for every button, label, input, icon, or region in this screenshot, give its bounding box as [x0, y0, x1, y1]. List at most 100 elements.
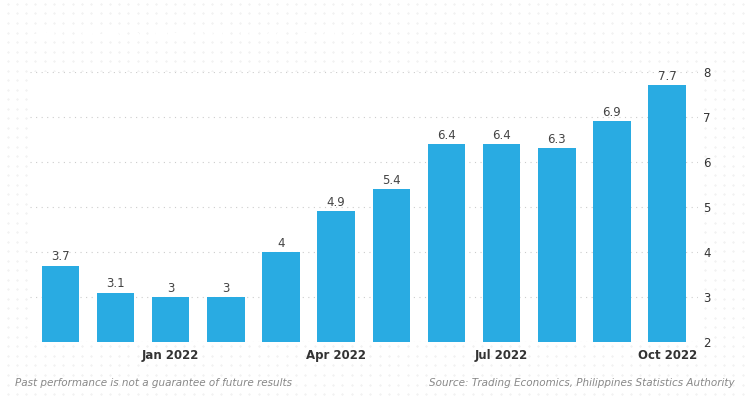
Point — [485, 324, 497, 331]
Point — [374, 39, 386, 45]
Point — [560, 115, 572, 121]
Point — [290, 77, 302, 83]
Point — [671, 277, 683, 283]
Point — [718, 258, 730, 264]
Point — [290, 286, 302, 293]
Point — [215, 267, 227, 273]
Point — [504, 305, 516, 312]
Point — [374, 20, 386, 26]
Point — [458, 86, 470, 93]
Point — [430, 248, 442, 254]
Point — [48, 77, 60, 83]
Point — [476, 315, 488, 321]
Point — [439, 239, 451, 245]
Point — [430, 49, 442, 55]
Point — [272, 134, 284, 140]
Point — [141, 343, 153, 349]
Text: 4: 4 — [278, 237, 285, 250]
Point — [494, 10, 506, 17]
Point — [355, 134, 367, 140]
Point — [513, 315, 525, 321]
Point — [244, 267, 256, 273]
Point — [327, 267, 339, 273]
Point — [160, 105, 172, 112]
Point — [48, 191, 60, 197]
Point — [504, 1, 516, 7]
Point — [290, 67, 302, 74]
Point — [104, 210, 116, 217]
Point — [67, 39, 79, 45]
Point — [560, 324, 572, 331]
Point — [736, 220, 748, 226]
Point — [458, 96, 470, 102]
Point — [215, 334, 227, 340]
Point — [262, 20, 274, 26]
Point — [20, 372, 32, 378]
Point — [262, 10, 274, 17]
Point — [401, 239, 413, 245]
Point — [578, 267, 590, 273]
Point — [308, 29, 320, 36]
Point — [39, 362, 51, 369]
Point — [20, 267, 32, 273]
Point — [178, 353, 190, 359]
Point — [57, 115, 69, 121]
Point — [541, 58, 553, 64]
Point — [448, 181, 460, 188]
Point — [504, 277, 516, 283]
Point — [48, 372, 60, 378]
Point — [215, 29, 227, 36]
Point — [122, 239, 134, 245]
Point — [39, 220, 51, 226]
Point — [411, 362, 423, 369]
Point — [718, 125, 730, 131]
Point — [364, 324, 376, 331]
Point — [299, 324, 311, 331]
Point — [383, 181, 395, 188]
Point — [532, 181, 544, 188]
Point — [616, 362, 628, 369]
Point — [392, 258, 404, 264]
Point — [532, 191, 544, 197]
Point — [10, 372, 22, 378]
Point — [420, 220, 432, 226]
Point — [94, 362, 106, 369]
Point — [290, 391, 302, 397]
Point — [122, 29, 134, 36]
Point — [401, 10, 413, 17]
Point — [20, 144, 32, 150]
Point — [76, 362, 88, 369]
Point — [57, 296, 69, 302]
Point — [392, 229, 404, 236]
Point — [355, 162, 367, 169]
Point — [644, 144, 656, 150]
Point — [308, 49, 320, 55]
Point — [67, 220, 79, 226]
Point — [327, 144, 339, 150]
Point — [401, 372, 413, 378]
Point — [550, 1, 562, 7]
Point — [430, 201, 442, 207]
Point — [541, 49, 553, 55]
Point — [318, 153, 330, 159]
Point — [346, 67, 358, 74]
Point — [541, 353, 553, 359]
Point — [569, 115, 581, 121]
Point — [169, 58, 181, 64]
Point — [272, 201, 284, 207]
Point — [113, 191, 125, 197]
Point — [141, 315, 153, 321]
Point — [681, 67, 693, 74]
Point — [652, 353, 664, 359]
Point — [197, 201, 209, 207]
Point — [308, 1, 320, 7]
Point — [327, 39, 339, 45]
Point — [337, 372, 349, 378]
Point — [430, 172, 442, 178]
Point — [225, 372, 237, 378]
Point — [197, 343, 209, 349]
Point — [476, 220, 488, 226]
Point — [225, 77, 237, 83]
Point — [20, 353, 32, 359]
Point — [699, 296, 711, 302]
